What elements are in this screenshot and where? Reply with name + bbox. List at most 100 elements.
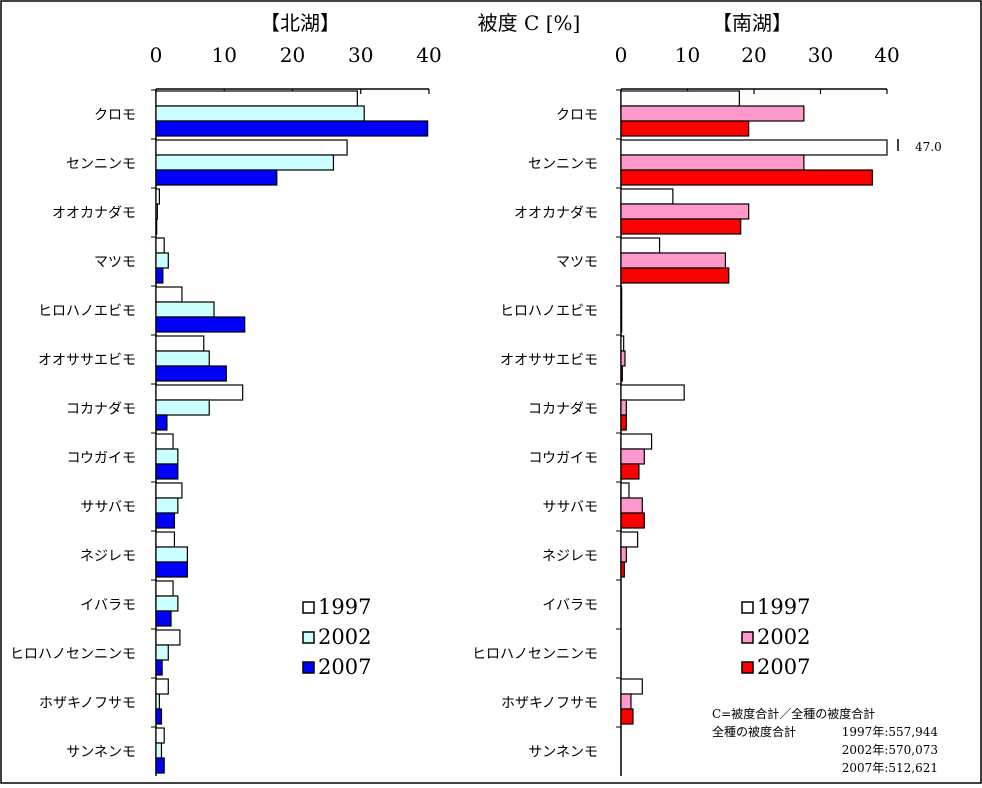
bar-2002	[620, 497, 643, 514]
x-tick-label: 40	[416, 43, 441, 67]
legend-swatch-1997	[741, 601, 754, 614]
category-label: ヒロハノセンニンモ	[472, 647, 598, 663]
legend-swatch-1997	[302, 601, 315, 614]
note-definition: C=被度合計／全種の被度合計	[712, 706, 875, 721]
category-label: サンネンモ	[528, 745, 598, 761]
bar-2007	[155, 708, 163, 725]
x-tick-label: 30	[808, 43, 833, 67]
bar-2007	[620, 561, 625, 578]
note-total-label: 全種の被度合計	[712, 724, 796, 739]
bar-1997	[155, 433, 174, 450]
bar-2007	[620, 120, 750, 137]
bar-1997	[620, 139, 888, 156]
bar-1997	[155, 286, 183, 303]
bar-2007	[620, 316, 623, 333]
category-label: コウガイモ	[67, 451, 136, 467]
category-label: マツモ	[556, 255, 598, 271]
south-lake-title: 【南湖】	[712, 11, 792, 35]
bar-2007	[620, 365, 623, 382]
panel-1: 0 10 20 30 40 クロモセンニンモオオカナダモマツモヒロハノエビモオオササエビモ…	[472, 43, 942, 776]
bar-2002	[155, 644, 169, 661]
category-label: イバラモ	[80, 598, 136, 614]
bar-2007	[620, 169, 873, 186]
category-label: オオササエビモ	[500, 353, 598, 369]
bar-2007	[155, 120, 429, 137]
category-label: マツモ	[94, 255, 136, 271]
bar-2002	[620, 301, 623, 318]
category-label: センニンモ	[528, 157, 598, 173]
bar-2007	[155, 267, 164, 284]
category-label: ホザキノフサモ	[501, 696, 598, 712]
bar-2002	[155, 252, 169, 269]
bar-2007	[620, 463, 640, 480]
bar-1997	[155, 629, 181, 646]
bar-1997	[155, 384, 244, 401]
bar-2002	[155, 154, 335, 171]
x-tick-label: 20	[741, 43, 766, 67]
category-label: サンネンモ	[66, 745, 136, 761]
bar-2002	[155, 497, 179, 514]
bar-1997	[155, 727, 165, 744]
category-label: ホザキノフサモ	[39, 696, 136, 712]
bar-2007	[155, 169, 278, 186]
category-label: クロモ	[94, 108, 136, 124]
bar-2002	[155, 546, 188, 563]
x-tick-label: 20	[280, 43, 305, 67]
bar-2007	[155, 512, 176, 529]
bar-1997	[155, 678, 169, 695]
bar-2002	[155, 203, 158, 220]
category-label: コウガイモ	[529, 451, 598, 467]
bar-2007	[620, 218, 742, 235]
x-tick-label: 10	[212, 43, 237, 67]
bar-2002	[155, 693, 161, 710]
bar-2007	[155, 610, 172, 627]
bar-1997	[155, 188, 161, 205]
bar-2002	[620, 105, 805, 122]
bar-2007	[620, 414, 627, 431]
bar-1997	[155, 580, 174, 597]
category-label: コカナダモ	[528, 402, 598, 418]
bar-1997	[620, 90, 740, 107]
bar-2007	[155, 365, 227, 382]
category-label: ササバモ	[543, 500, 598, 516]
bar-2002	[620, 399, 627, 416]
x-tick-label: 0	[615, 43, 628, 67]
category-label: ヒロハノエビモ	[38, 304, 136, 320]
bar-1997	[620, 482, 630, 499]
bar-1997	[620, 678, 643, 695]
bar-1997	[155, 482, 183, 499]
bar-1997	[620, 286, 623, 303]
bar-1997	[620, 531, 639, 548]
data-value-label: 47.0	[915, 140, 942, 154]
bar-1997	[620, 384, 685, 401]
bar-1997	[155, 237, 165, 254]
category-label: ネジレモ	[80, 549, 136, 565]
bar-1997	[155, 139, 348, 156]
bar-2007	[155, 218, 158, 235]
bar-2007	[620, 708, 634, 725]
category-label: ヒロハノセンニンモ	[10, 647, 136, 663]
bar-2007	[155, 463, 179, 480]
bar-2007	[620, 267, 730, 284]
coverage-axis-title: 被度 C [%]	[478, 11, 581, 35]
bar-2002	[620, 546, 627, 563]
bar-2002	[620, 203, 750, 220]
note-total-2007: 2007年:512,621	[842, 761, 938, 775]
category-label: ササバモ	[81, 500, 136, 516]
note-total-1997: 1997年:557,944	[842, 725, 939, 739]
bar-2007	[155, 316, 246, 333]
bar-2002	[155, 399, 210, 416]
legend-label-2007: 2007	[318, 655, 371, 679]
legend-label-1997: 1997	[318, 595, 371, 619]
bar-1997	[155, 531, 176, 548]
bar-2002	[155, 105, 365, 122]
bar-2002	[155, 350, 210, 367]
notes-block: C=被度合計／全種の被度合計 全種の被度合計 1997年:557,944 200…	[712, 706, 938, 775]
bar-2007	[155, 414, 168, 431]
legend-label-1997: 1997	[757, 595, 810, 619]
category-label: ネジレモ	[542, 549, 598, 565]
x-tick-label: 0	[150, 43, 163, 67]
legend-swatch-2007	[741, 661, 754, 674]
